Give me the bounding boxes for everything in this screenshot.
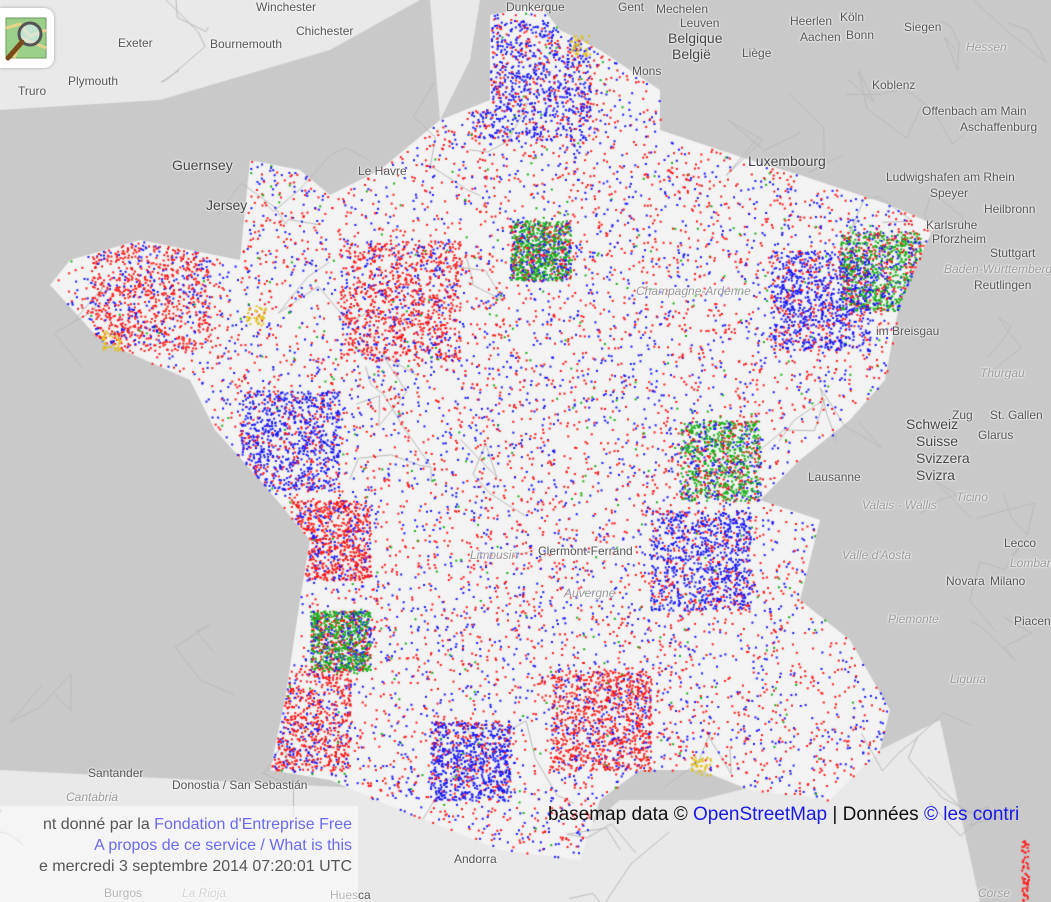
city-label: Champagne-Ardenne [636,284,751,298]
city-label: Exeter [118,36,153,50]
attribution: basemap data © OpenStreetMap | Données ©… [548,804,1019,826]
city-label: Valle d'Aosta [842,548,912,562]
city-label: Aachen [800,30,841,44]
city-label: Santander [88,766,144,780]
attribution-prefix: basemap data © [548,804,693,825]
city-label: Thurgau [980,366,1025,380]
city-label: Reutlingen [974,278,1032,292]
city-label: Svizra [916,467,955,483]
city-label: Mechelen [656,2,709,16]
city-label: Bournemouth [210,37,283,51]
city-label: Gent [618,0,645,14]
city-label: Jersey [206,197,248,213]
city-label: Baden-Württemberg [944,262,1051,276]
city-label: Lecco [1004,536,1037,550]
city-label: Leuven [680,16,720,30]
city-label: Milano [990,574,1026,588]
city-label: Speyer [930,186,969,200]
city-label: Zug [952,408,973,422]
city-label: Lombardia [1010,556,1051,570]
attribution-separator: | Données [827,804,924,825]
magnifier-over-map-icon [5,17,47,61]
app-logo[interactable] [0,8,54,68]
city-label: St. Gallen [990,408,1043,422]
city-label: Luxembourg [748,153,826,169]
city-label: Piacenza [1014,614,1051,628]
city-label: Offenbach am Main [922,104,1027,118]
city-label: Schweiz [906,416,959,432]
city-label: Köln [840,10,865,24]
city-label: Novara [946,574,985,588]
city-label: Siegen [904,20,942,34]
city-label: Liège [742,46,772,60]
city-label: Aschaffenburg [960,120,1038,134]
info-credit-text: nt donné par la [42,816,155,833]
city-label: Lausanne [808,470,861,484]
city-label: Auvergne [564,586,616,600]
city-label: Belgique [668,30,723,46]
city-label: Andorra [454,852,497,866]
city-label: Donostia / San Sebastián [172,778,308,792]
city-label: Pforzheim [932,232,987,246]
city-label: Mons [632,64,662,78]
info-panel: nt donné par la Fondation d'Entreprise F… [0,806,358,902]
city-label: Chichester [296,24,354,38]
city-label: Truro [18,84,47,98]
city-label: Cantabria [66,790,119,804]
city-label: Liguria [950,672,987,686]
update-timestamp: e mercredi 3 septembre 2014 07:20:01 UTC [38,858,352,875]
city-label: Piemonte [888,612,939,626]
city-label: Bonn [846,28,875,42]
city-label: Plymouth [68,74,119,88]
city-label: Corse [978,886,1011,900]
city-label: Karlsruhe [926,218,978,232]
city-label: Svizzera [916,450,970,466]
city-label: Valais - Wallis [862,498,937,512]
city-label: Clermont-Ferrand [538,544,633,558]
city-label: Glarus [978,428,1014,442]
city-label: Suisse [916,433,959,449]
contributors-link[interactable]: © les contri [923,804,1020,825]
city-label: Ticino [956,490,988,504]
city-label: Le Havre [358,164,407,178]
city-label: Ludwigshafen am Rhein [886,170,1015,184]
city-label: im Breisgau [876,324,940,338]
city-label: Dunkerque [506,0,565,14]
city-label: Hessen [966,40,1007,54]
osm-link[interactable]: OpenStreetMap [692,804,828,825]
city-label: Guernsey [172,157,233,173]
about-link[interactable]: A propos de ce service / What is this [94,837,352,854]
city-label: Limousin [470,548,519,562]
city-label: Stuttgart [990,246,1036,260]
city-label: Heilbronn [984,202,1036,216]
city-label: Winchester [256,0,317,14]
free-foundation-link[interactable]: Fondation d'Entreprise Free [154,816,352,833]
city-label: Heerlen [790,14,833,28]
city-label: België [672,46,711,62]
city-label: Koblenz [872,78,916,92]
